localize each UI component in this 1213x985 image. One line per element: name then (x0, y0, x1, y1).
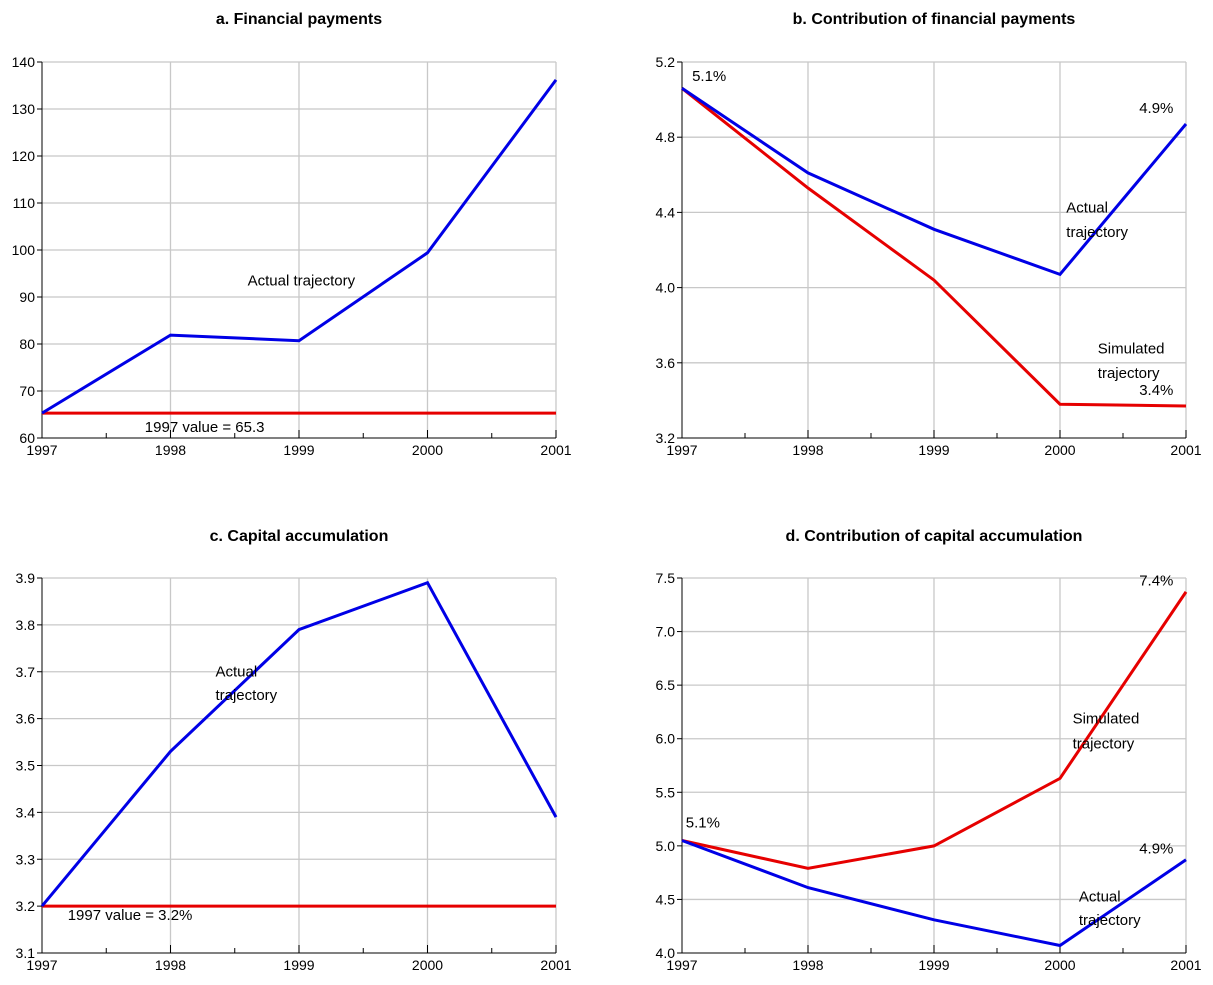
annotation-label: 3.4% (1139, 382, 1173, 399)
y-tick-label: 3.6 (656, 355, 676, 371)
annotation-label: 4.9% (1139, 100, 1173, 117)
panel-title: d. Contribution of capital accumulation (786, 528, 1083, 545)
x-tick-label: 2000 (412, 442, 443, 458)
y-tick-label: 130 (12, 101, 36, 117)
x-tick-label: 1997 (666, 957, 697, 973)
series-line-actual (681, 87, 1188, 277)
y-tick-label: 6.0 (656, 731, 676, 747)
panel-title: a. Financial payments (216, 11, 382, 28)
panel-title: b. Contribution of financial payments (793, 11, 1076, 28)
y-tick-label: 7.5 (656, 570, 676, 586)
annotation-label: Simulated (1073, 711, 1140, 728)
x-tick-label: 1999 (918, 957, 949, 973)
x-tick-label: 1999 (283, 957, 314, 973)
annotation-label: Actual (215, 663, 257, 680)
annotation-label: trajectory (1079, 912, 1141, 929)
annotation-label: 5.1% (686, 815, 720, 832)
series-line-simulated (681, 591, 1188, 870)
y-tick-label: 3.5 (16, 758, 36, 774)
y-tick-label: 90 (19, 289, 35, 305)
y-tick-label: 140 (12, 54, 36, 70)
x-tick-label: 1997 (666, 442, 697, 458)
x-tick-label: 1997 (26, 957, 57, 973)
x-tick-label: 2001 (1170, 957, 1201, 973)
y-tick-label: 5.5 (656, 784, 676, 800)
y-tick-label: 70 (19, 383, 35, 399)
annotation-label: 1997 value = 65.3 (145, 419, 265, 436)
y-tick-label: 4.5 (656, 891, 676, 907)
y-tick-label: 4.0 (656, 945, 676, 961)
x-tick-label: 1999 (283, 442, 314, 458)
y-tick-label: 3.8 (16, 617, 36, 633)
panel-a: a. Financial payments 60 70 80 90 100 110 120 13… (12, 11, 572, 458)
annotation-label: trajectory (1073, 735, 1135, 752)
y-tick-label: 3.4 (16, 804, 36, 820)
x-tick-label: 2001 (1170, 442, 1201, 458)
x-tick-label: 1998 (792, 957, 823, 973)
series-line-simulated (681, 87, 1187, 408)
annotation-label: 4.9% (1139, 840, 1173, 857)
x-tick-label: 1999 (918, 442, 949, 458)
y-tick-label: 3.2 (656, 430, 676, 446)
y-tick-label: 100 (12, 242, 36, 258)
y-tick-label: 110 (13, 195, 36, 211)
annotation-label: trajectory (1098, 365, 1160, 382)
y-tick-label: 3.1 (16, 945, 36, 961)
y-tick-label: 3.2 (16, 898, 36, 914)
annotation-label: trajectory (215, 687, 277, 704)
x-tick-label: 1998 (155, 957, 186, 973)
series-line-actual (681, 839, 1187, 948)
y-tick-label: 5.0 (656, 838, 676, 854)
panel-title: c. Capital accumulation (210, 528, 389, 545)
annotation-label: Actual (1079, 889, 1121, 906)
x-tick-label: 2000 (1044, 442, 1075, 458)
y-tick-label: 3.7 (16, 664, 36, 680)
y-tick-label: 3.9 (16, 570, 36, 586)
x-tick-label: 1997 (26, 442, 57, 458)
series-line-actual (41, 79, 558, 415)
y-tick-label: 3.6 (16, 711, 36, 727)
y-tick-label: 4.4 (656, 204, 676, 220)
panel-c: c. Capital accumulation 3.1 3.2 3.3 3.4 3.5 3.… (16, 528, 572, 973)
y-tick-label: 6.5 (656, 677, 676, 693)
panel-d: d. Contribution of capital accumulation 4… (656, 528, 1202, 973)
y-tick-label: 3.3 (16, 851, 36, 867)
x-tick-label: 2000 (412, 957, 443, 973)
x-tick-label: 2001 (540, 442, 571, 458)
annotation-label: Actual (1066, 199, 1108, 216)
annotation-label: Simulated (1098, 340, 1165, 357)
series-line-actual (40, 580, 558, 908)
x-tick-label: 1998 (792, 442, 823, 458)
annotation-label: 7.4% (1139, 573, 1173, 590)
annotation-label: Actual trajectory (248, 272, 356, 289)
annotation-label: 5.1% (692, 68, 726, 85)
y-tick-label: 4.8 (656, 129, 676, 145)
x-tick-label: 2001 (540, 957, 571, 973)
y-tick-label: 7.0 (656, 624, 676, 640)
annotation-label: 1997 value = 3.2% (68, 907, 193, 924)
y-tick-label: 80 (19, 336, 35, 352)
panel-b: b. Contribution of financial payments 3.2… (656, 11, 1202, 458)
y-tick-label: 60 (19, 430, 35, 446)
x-tick-label: 1998 (155, 442, 186, 458)
x-tick-label: 2000 (1044, 957, 1075, 973)
y-tick-label: 120 (12, 148, 36, 164)
y-tick-label: 5.2 (656, 54, 676, 70)
y-tick-label: 4.0 (656, 280, 676, 296)
annotation-label: trajectory (1066, 224, 1128, 241)
